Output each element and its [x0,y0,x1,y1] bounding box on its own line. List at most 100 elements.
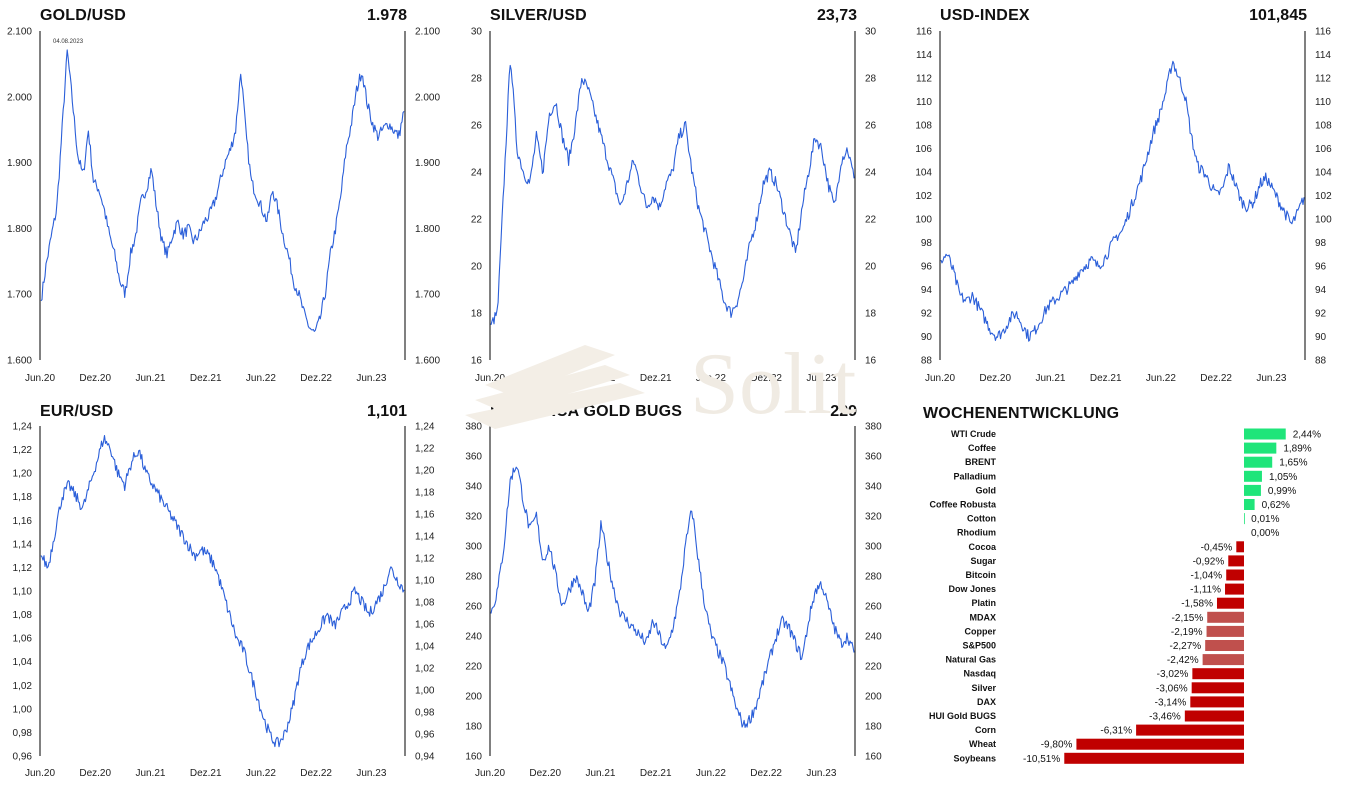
y-tick-label-left: 1,08 [13,610,33,621]
bar-label: Cotton [967,514,996,524]
y-tick-label-left: 30 [471,27,483,38]
y-tick-label-right: 18 [865,309,877,320]
y-tick-label-right: 1,14 [415,532,435,543]
bar-label: WTI Crude [951,429,996,439]
bar-value-label: 2,44% [1293,430,1321,441]
y-tick-label-right: 1.900 [415,158,440,169]
y-tick-label-left: 1,24 [13,422,33,433]
y-tick-label-left: 98 [921,238,933,249]
chart-title: SILVER/USD [490,7,587,24]
y-tick-label-right: 1,06 [415,620,435,631]
bar-label: BRENT [965,457,997,467]
y-tick-label-right: 1,00 [415,686,435,697]
chart-title: GOLD/USD [40,7,127,24]
chart-current-value: 1,101 [366,403,407,420]
y-tick-label-left: 88 [921,356,933,367]
bar [1228,555,1244,567]
series-line [490,466,855,728]
y-tick-label-right: 104 [1315,168,1332,179]
y-tick-label-left: 1,22 [13,445,33,456]
y-tick-label-left: 26 [471,121,483,132]
y-tick-label-right: 16 [865,356,877,367]
y-tick-label-left: 92 [921,309,933,320]
bar [1206,625,1244,637]
y-tick-label-right: 1,12 [415,554,435,565]
bar [1191,682,1244,694]
y-tick-label-right: 1,10 [415,576,435,587]
x-tick-label: Jun.20 [925,373,955,384]
y-tick-label-left: 100 [915,215,932,226]
x-tick-label: Jun.23 [356,373,386,384]
y-tick-label-right: 2.000 [415,92,440,103]
x-tick-label: Jun.21 [135,373,165,384]
bar [1207,611,1244,623]
y-tick-label-right: 180 [865,722,882,733]
bar-label: MDAX [970,612,997,622]
y-tick-label-right: 110 [1315,97,1331,108]
y-tick-label-left: 110 [916,97,932,108]
chart-svg: 1.600 1.700 1.800 1.900 2.000 2.100 1.600 1.700… [7,27,440,385]
y-tick-label-left: 160 [465,752,482,763]
x-tick-label: Jun.21 [1035,373,1065,384]
bar-value-label: -0,45% [1201,542,1233,553]
bar-label: Nasdaq [963,669,996,679]
x-tick-label: Jun.23 [1256,373,1286,384]
y-tick-label-left: 108 [915,121,932,132]
y-tick-label-right: 280 [865,572,882,583]
date-annotation: 04.08.2023 [53,39,84,45]
y-tick-label-left: 200 [465,692,482,703]
y-tick-label-right: 1,04 [415,642,435,653]
chart-svg: 16 18 20 22 24 26 28 30 16 18 20 22 24 26 28 30 Jun.20 De… [471,27,877,385]
bar-label: Palladium [953,471,996,481]
series-line [940,60,1305,342]
bar-value-label: -2,19% [1171,627,1203,638]
y-tick-label-right: 98 [1315,238,1327,249]
x-tick-label: Dez.20 [529,373,561,384]
y-tick-label-left: 116 [916,27,932,38]
bar [1244,470,1262,482]
bar [1184,710,1244,722]
y-tick-label-left: 102 [915,191,932,202]
bar-value-label: -2,15% [1172,613,1204,624]
y-tick-label-left: 28 [471,74,483,85]
x-tick-label: Dez.20 [79,768,111,779]
bar-label: Silver [971,683,996,693]
bar-label: Natural Gas [945,655,996,665]
bar-value-label: 0,00% [1251,528,1279,539]
chart-current-value: 23,73 [816,7,857,24]
y-tick-label-right: 320 [865,512,882,523]
y-tick-label-right: 300 [865,542,882,553]
y-tick-label-right: 360 [865,452,882,463]
bar-label: Platin [971,598,996,608]
y-tick-label-left: 1,14 [13,539,33,550]
x-tick-label: Dez.20 [529,768,561,779]
x-tick-label: Jun.20 [475,373,505,384]
y-tick-label-right: 116 [1315,27,1331,38]
bar-value-label: -10,51% [1023,754,1060,765]
y-tick-label-left: 380 [465,422,482,433]
y-tick-label-left: 1,16 [13,516,33,527]
y-tick-label-left: 220 [465,662,482,673]
chart-gold-usd: GOLD/USD 1.978 1.600 1.700 1.800 1.900 2.000… [0,0,450,395]
x-tick-label: Jun.22 [246,768,276,779]
x-tick-label: Dez.20 [79,373,111,384]
bar-value-label: 0,01% [1251,514,1279,525]
chart-current-value: 229 [830,403,857,420]
bar [1202,654,1244,666]
bar-value-label: -2,27% [1169,641,1201,652]
bar-value-label: -9,80% [1041,740,1073,751]
y-tick-label-right: 380 [865,422,882,433]
x-tick-label: Dez.21 [640,768,672,779]
y-tick-label-left: 260 [465,602,482,613]
y-tick-label-left: 340 [465,482,482,493]
chart-current-value: 1.978 [366,7,407,24]
y-tick-label-left: 1.700 [7,290,32,301]
y-tick-label-left: 94 [921,285,933,296]
y-tick-label-right: 108 [1315,121,1332,132]
y-tick-label-right: 1.800 [415,224,440,235]
bar-label: Coffee Robusta [929,500,996,510]
x-tick-label: Jun.21 [135,768,165,779]
y-tick-label-left: 2.000 [7,92,32,103]
bar-value-label: 0,99% [1268,486,1296,497]
y-tick-label-right: 100 [1315,215,1332,226]
